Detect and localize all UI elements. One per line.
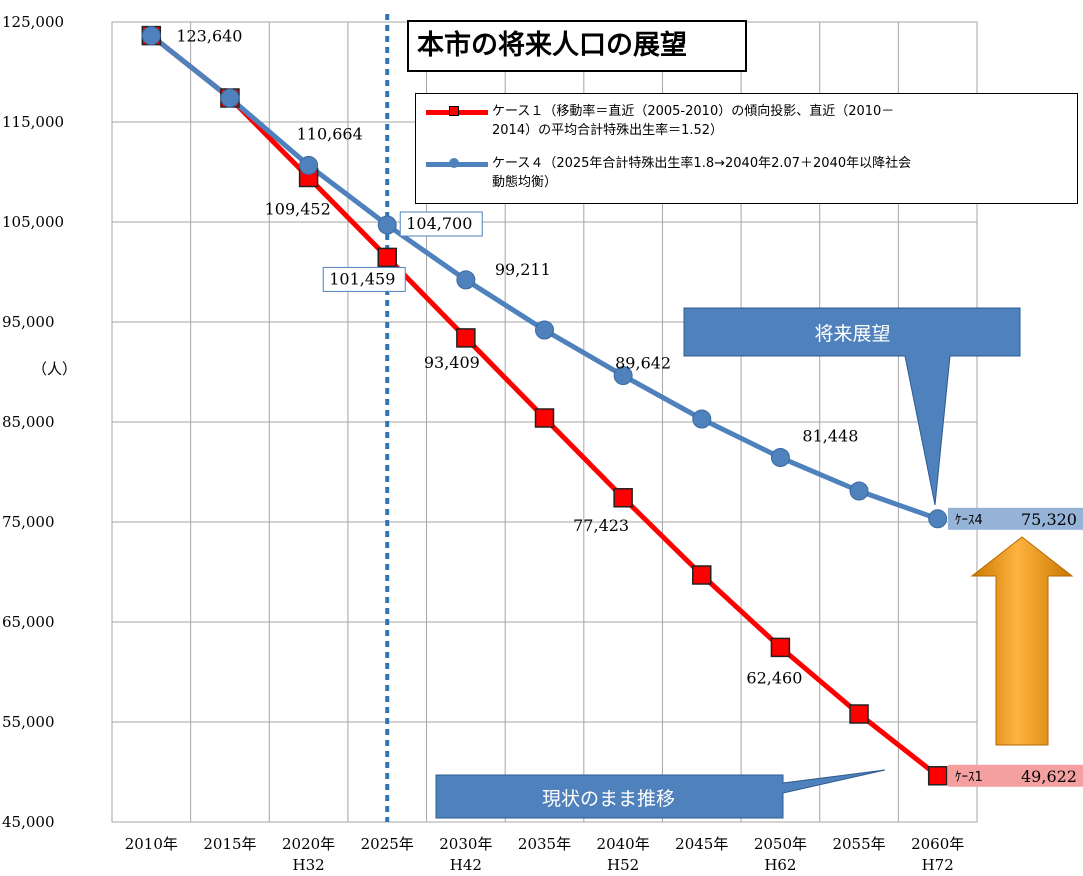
- x-era-label: H72: [922, 856, 954, 874]
- data-label-box-case4: [399, 211, 483, 237]
- data-point-case1: [927, 766, 948, 786]
- callout-future-box: [683, 307, 1021, 506]
- callout-current-text: 現状のまま推移: [541, 788, 675, 810]
- x-tick-label: 2040年: [597, 835, 650, 853]
- end-tag-value-case1: 49,622: [1021, 767, 1077, 786]
- legend-case4-line2: 動態均衡）: [492, 175, 558, 190]
- data-point-case4: [613, 366, 633, 386]
- y-unit-label: （人）: [32, 360, 77, 378]
- data-point-case1: [849, 704, 869, 724]
- y-tick-label: 95,000: [2, 313, 55, 331]
- data-point-case4: [692, 409, 712, 429]
- legend: ケース１（移動率＝直近（2005-2010）の傾向投影、直近（2010－ 201…: [415, 93, 1078, 204]
- x-tick-label: 2050年: [754, 835, 807, 853]
- data-point-case1: [613, 488, 633, 508]
- data-label-box-case1: [322, 266, 406, 292]
- end-tag-value-case4: 75,320: [1021, 510, 1077, 529]
- x-tick-label: 2010年: [125, 835, 178, 853]
- data-point-case4: [220, 88, 240, 108]
- end-tag-prefix-case4: ｹｰｽ4: [955, 513, 983, 528]
- data-label-case4: 123,640: [176, 27, 242, 46]
- x-tick-label: 2055年: [832, 835, 885, 853]
- data-point-case4: [849, 481, 869, 501]
- data-point-case1: [692, 565, 712, 585]
- y-tick-label: 85,000: [2, 413, 55, 431]
- end-tag-box-case4: [948, 507, 1083, 530]
- y-tick-label: 75,000: [2, 513, 55, 531]
- x-tick-label: 2015年: [203, 835, 256, 853]
- x-era-label: H62: [764, 856, 796, 874]
- y-tick-label: 105,000: [2, 213, 64, 231]
- data-point-case1: [456, 328, 476, 348]
- callouts: [385, 14, 1074, 822]
- x-tick-label: 2045年: [675, 835, 728, 853]
- data-point-case4: [535, 320, 554, 340]
- series-layer: [141, 25, 948, 786]
- x-era-label: H42: [450, 856, 482, 874]
- x-tick-label: 2020年: [282, 835, 335, 853]
- data-point-case4: [770, 448, 790, 468]
- data-point-case4: [928, 509, 948, 529]
- callout-current-box: [435, 769, 886, 819]
- data-label-case1: 109,452: [265, 199, 331, 218]
- x-tick-label: 2030年: [439, 835, 492, 853]
- x-era-label: H52: [607, 856, 639, 874]
- legend-case1-line1: ケース１（移動率＝直近（2005-2010）の傾向投影、直近（2010－: [492, 104, 895, 119]
- data-point-case4: [141, 26, 161, 46]
- data-label-case1: 93,409: [424, 353, 480, 372]
- data-label-case4: 110,664: [297, 124, 363, 143]
- y-tick-label: 115,000: [2, 113, 64, 131]
- data-label-case1: 77,423: [573, 516, 629, 535]
- data-point-case4: [299, 155, 319, 175]
- data-label-case4: 81,448: [802, 427, 858, 446]
- y-tick-label: 65,000: [2, 613, 55, 631]
- y-tick-label: 55,000: [2, 713, 55, 731]
- end-tag-prefix-case1: ｹｰｽ1: [955, 770, 983, 785]
- data-point-case1: [770, 637, 791, 658]
- legend-case1-line2: 2014）の平均合計特殊出生率＝1.52）: [492, 123, 724, 138]
- legend-marker-case4: [449, 158, 459, 168]
- data-label-case4: 89,642: [615, 354, 671, 373]
- data-label-case4: 99,211: [495, 260, 551, 279]
- legend-case4-line1: ケース４（2025年合計特殊出生率1.8→2040年2.07＋2040年以降社会: [492, 156, 912, 171]
- x-tick-label: 2060年: [911, 835, 964, 853]
- legend-text-case1: ケース１（移動率＝直近（2005-2010）の傾向投影、直近（2010－ 201…: [492, 102, 1074, 140]
- data-point-case4: [456, 270, 476, 290]
- improvement-arrow: [970, 536, 1074, 746]
- x-tick-label: 2025年: [361, 835, 414, 853]
- axes: 45,000 55,000 65,000 75,000 85,000 95,000 105,…: [2, 13, 964, 874]
- legend-marker-case1: [449, 106, 459, 116]
- data-point-case1: [534, 408, 555, 428]
- data-label-case1: 101,459: [329, 269, 395, 288]
- y-tick-label: 45,000: [2, 813, 55, 831]
- data-labels: 109,452 101,459 93,409 77,423 62,460 ｹｰｽ1 49,6…: [176, 27, 1083, 787]
- data-point-case1: [377, 247, 397, 268]
- data-label-case4: 104,700: [406, 214, 472, 233]
- callout-future-text: 将来展望: [814, 323, 891, 345]
- y-tick-label: 125,000: [2, 13, 64, 31]
- x-era-label: H32: [293, 856, 325, 874]
- legend-text-case4: ケース４（2025年合計特殊出生率1.8→2040年2.07＋2040年以降社会…: [492, 154, 1074, 192]
- end-tag-box-case1: [948, 764, 1083, 787]
- x-tick-label: 2035年: [518, 835, 571, 853]
- chart-title: 本市の将来人口の展望: [407, 20, 747, 72]
- data-point-case4: [377, 215, 397, 235]
- data-label-case1: 62,460: [746, 668, 802, 687]
